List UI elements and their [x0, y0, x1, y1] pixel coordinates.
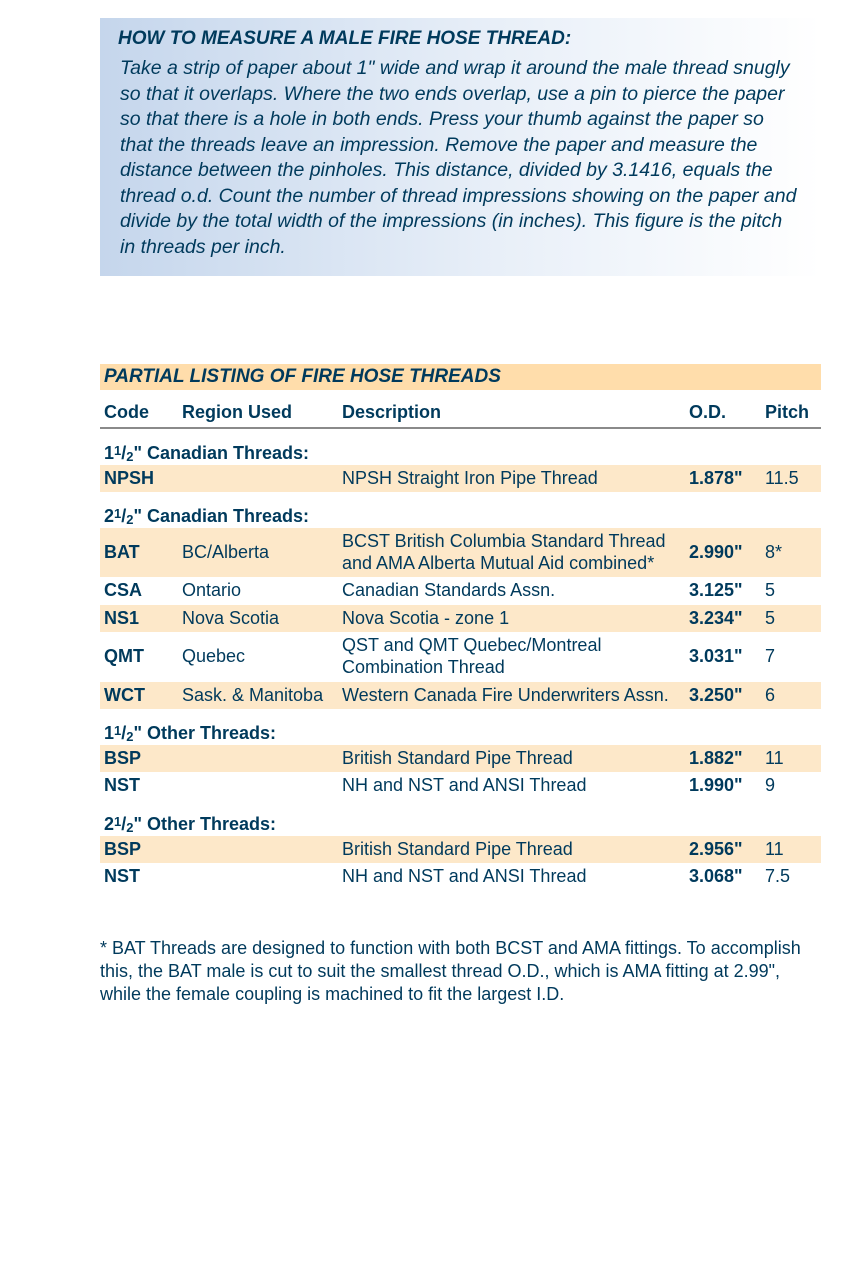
footnote: * BAT Threads are designed to function w… [100, 937, 821, 1006]
cell-code: BAT [100, 528, 178, 577]
col-header-code: Code [100, 398, 178, 428]
cell-desc: British Standard Pipe Thread [338, 745, 685, 773]
col-header-region: Region Used [178, 398, 338, 428]
table-row: BSP British Standard Pipe Thread1.882"11 [100, 745, 821, 773]
table-row: CSAOntarioCanadian Standards Assn.3.125"… [100, 577, 821, 605]
table-head: Code Region Used Description O.D. Pitch [100, 398, 821, 428]
group-heading: 21/2" Other Threads: [100, 800, 821, 836]
cell-pitch: 6 [761, 682, 821, 710]
cell-code: BSP [100, 836, 178, 864]
cell-code: WCT [100, 682, 178, 710]
cell-od: 1.990" [685, 772, 761, 800]
cell-pitch: 11.5 [761, 465, 821, 493]
cell-desc: British Standard Pipe Thread [338, 836, 685, 864]
cell-od: 2.990" [685, 528, 761, 577]
cell-region: Ontario [178, 577, 338, 605]
group-heading: 21/2" Canadian Threads: [100, 492, 821, 528]
table-row: NST NH and NST and ANSI Thread1.990"9 [100, 772, 821, 800]
section-title: PARTIAL LISTING OF FIRE HOSE THREADS [100, 364, 821, 390]
cell-code: NS1 [100, 605, 178, 633]
cell-pitch: 7 [761, 632, 821, 681]
cell-pitch: 11 [761, 745, 821, 773]
table-row: BSP British Standard Pipe Thread2.956"11 [100, 836, 821, 864]
cell-code: BSP [100, 745, 178, 773]
cell-code: NPSH [100, 465, 178, 493]
cell-od: 3.125" [685, 577, 761, 605]
cell-region: Sask. & Manitoba [178, 682, 338, 710]
cell-pitch: 7.5 [761, 863, 821, 891]
cell-desc: NH and NST and ANSI Thread [338, 863, 685, 891]
cell-od: 3.031" [685, 632, 761, 681]
cell-desc: QST and QMT Quebec/Montreal Combination … [338, 632, 685, 681]
info-box: HOW TO MEASURE A MALE FIRE HOSE THREAD: … [100, 18, 821, 276]
table-row: NST NH and NST and ANSI Thread3.068"7.5 [100, 863, 821, 891]
cell-region: BC/Alberta [178, 528, 338, 577]
table-row: NPSH NPSH Straight Iron Pipe Thread1.878"… [100, 465, 821, 493]
cell-od: 3.250" [685, 682, 761, 710]
cell-pitch: 11 [761, 836, 821, 864]
col-header-desc: Description [338, 398, 685, 428]
cell-od: 1.882" [685, 745, 761, 773]
cell-code: NST [100, 772, 178, 800]
table-body: 11/2" Canadian Threads:NPSH NPSH Straight… [100, 428, 821, 891]
cell-desc: NPSH Straight Iron Pipe Thread [338, 465, 685, 493]
info-box-body: Take a strip of paper about 1" wide and … [118, 56, 803, 260]
cell-pitch: 5 [761, 605, 821, 633]
group-heading: 11/2" Other Threads: [100, 709, 821, 745]
table-row: NS1Nova ScotiaNova Scotia - zone 13.234"… [100, 605, 821, 633]
cell-pitch: 5 [761, 577, 821, 605]
page-content: HOW TO MEASURE A MALE FIRE HOSE THREAD: … [0, 0, 861, 1026]
cell-od: 3.068" [685, 863, 761, 891]
cell-desc: NH and NST and ANSI Thread [338, 772, 685, 800]
cell-code: NST [100, 863, 178, 891]
cell-region [178, 465, 338, 493]
cell-desc: BCST British Columbia Standard Thread an… [338, 528, 685, 577]
cell-desc: Western Canada Fire Underwriters Assn. [338, 682, 685, 710]
table-row: QMTQuebecQST and QMT Quebec/Montreal Com… [100, 632, 821, 681]
cell-pitch: 8* [761, 528, 821, 577]
cell-od: 3.234" [685, 605, 761, 633]
thread-table: Code Region Used Description O.D. Pitch … [100, 398, 821, 891]
cell-od: 1.878" [685, 465, 761, 493]
col-header-pitch: Pitch [761, 398, 821, 428]
cell-region [178, 745, 338, 773]
cell-pitch: 9 [761, 772, 821, 800]
table-row: BATBC/AlbertaBCST British Columbia Stand… [100, 528, 821, 577]
table-row: WCTSask. & ManitobaWestern Canada Fire U… [100, 682, 821, 710]
cell-region [178, 863, 338, 891]
cell-region [178, 836, 338, 864]
cell-region: Quebec [178, 632, 338, 681]
cell-code: CSA [100, 577, 178, 605]
cell-desc: Nova Scotia - zone 1 [338, 605, 685, 633]
group-heading: 11/2" Canadian Threads: [100, 428, 821, 465]
cell-code: QMT [100, 632, 178, 681]
cell-region [178, 772, 338, 800]
col-header-od: O.D. [685, 398, 761, 428]
cell-od: 2.956" [685, 836, 761, 864]
info-box-heading: HOW TO MEASURE A MALE FIRE HOSE THREAD: [118, 28, 803, 50]
cell-region: Nova Scotia [178, 605, 338, 633]
cell-desc: Canadian Standards Assn. [338, 577, 685, 605]
